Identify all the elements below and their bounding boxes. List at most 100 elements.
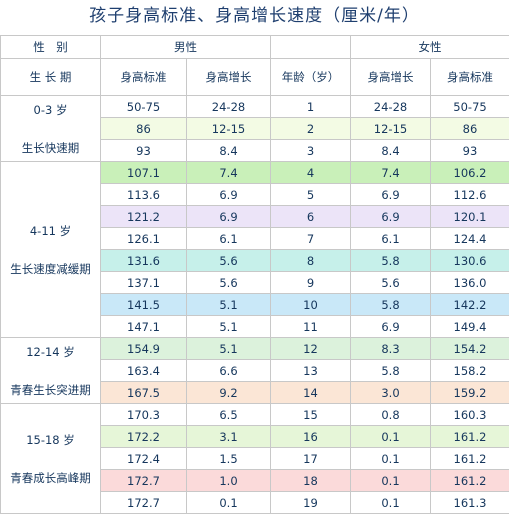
data-cell: 5 bbox=[270, 183, 351, 206]
data-cell: 12 bbox=[270, 337, 351, 360]
data-cell: 7.4 bbox=[350, 161, 431, 184]
data-cell: 5.6 bbox=[186, 271, 271, 294]
data-cell: 12-15 bbox=[350, 117, 431, 140]
data-cell: 172.7 bbox=[100, 491, 187, 514]
page-title: 孩子身高标准、身高增长速度（厘米/年） bbox=[89, 6, 420, 26]
stage-cell: 15-18 岁青春成长高峰期 bbox=[0, 403, 101, 514]
data-cell: 6.9 bbox=[350, 205, 431, 228]
stage-cell: 0-3 岁生长快速期 bbox=[0, 95, 101, 162]
data-cell: 5.1 bbox=[186, 293, 271, 316]
data-row: 93 8.4 3 8.4 93 bbox=[1, 139, 509, 162]
data-row: 121.2 6.9 6 6.9 120.1 bbox=[1, 205, 509, 228]
data-cell: 5.6 bbox=[186, 249, 271, 272]
data-cell: 93 bbox=[100, 139, 187, 162]
data-cell: 159.2 bbox=[430, 381, 509, 404]
stage-labels: 12-14 岁青春生长突进期 bbox=[2, 344, 100, 398]
data-cell: 113.6 bbox=[100, 183, 187, 206]
data-cell: 112.6 bbox=[430, 183, 509, 206]
stage-cell: 4-11 岁生长速度减缓期 bbox=[0, 161, 101, 338]
stage-labels: 4-11 岁生长速度减缓期 bbox=[2, 223, 100, 277]
data-cell: 3.1 bbox=[186, 425, 271, 448]
data-cell: 50-75 bbox=[100, 95, 187, 118]
age-range: 0-3 岁 bbox=[33, 102, 68, 117]
data-cell: 6 bbox=[270, 205, 351, 228]
column-header: 身高标准 bbox=[100, 58, 187, 96]
data-cell: 3 bbox=[270, 139, 351, 162]
data-cell: 1 bbox=[270, 95, 351, 118]
data-cell: 0.1 bbox=[350, 469, 431, 492]
data-cell: 0.1 bbox=[350, 447, 431, 470]
gender-label: 性 别 bbox=[0, 35, 101, 59]
data-cell: 50-75 bbox=[430, 95, 509, 118]
data-cell: 9 bbox=[270, 271, 351, 294]
data-row: 0-3 岁生长快速期 50-75 24-28 1 24-28 50-75 bbox=[0, 95, 509, 162]
table-body: 性 别 男性 女性 生 长 期 身高标准 身高增长 年龄（岁） 身高增长 身高标… bbox=[0, 35, 509, 514]
data-row: 15-18 岁青春成长高峰期 170.3 6.5 15 0.8 160.3 bbox=[0, 403, 509, 514]
data-cell: 5.1 bbox=[186, 315, 271, 338]
data-row: 167.5 9.2 14 3.0 159.2 bbox=[1, 381, 509, 404]
column-header: 身高标准 bbox=[430, 58, 509, 96]
data-cell: 161.2 bbox=[430, 469, 509, 492]
data-row: 86 12-15 2 12-15 86 bbox=[1, 117, 509, 140]
data-cell: 17 bbox=[270, 447, 351, 470]
data-cell: 12-15 bbox=[186, 117, 271, 140]
data-cell: 18 bbox=[270, 469, 351, 492]
data-cell: 4 bbox=[270, 161, 351, 184]
data-cell: 6.6 bbox=[186, 359, 271, 382]
data-cell: 5.8 bbox=[350, 359, 431, 382]
data-row: 4-11 岁生长速度减缓期 107.1 7.4 4 7.4 106.2 bbox=[0, 161, 509, 338]
data-row: 137.1 5.6 9 5.6 136.0 bbox=[1, 271, 509, 294]
stage-labels: 0-3 岁生长快速期 bbox=[2, 102, 100, 156]
data-cell: 161.2 bbox=[430, 425, 509, 448]
data-cell: 149.4 bbox=[430, 315, 509, 338]
data-cell: 142.2 bbox=[430, 293, 509, 316]
data-cell: 7.4 bbox=[186, 161, 271, 184]
female-header: 女性 bbox=[350, 35, 509, 59]
data-row: 147.1 5.1 11 6.9 149.4 bbox=[1, 315, 509, 338]
header-row: 生 长 期 身高标准 身高增长 年龄（岁） 身高增长 身高标准 bbox=[0, 58, 509, 96]
data-cell: 8 bbox=[270, 249, 351, 272]
data-cell: 9.2 bbox=[186, 381, 271, 404]
data-cell: 130.6 bbox=[430, 249, 509, 272]
header-row: 性 别 男性 女性 bbox=[0, 35, 509, 59]
column-header: 年龄（岁） bbox=[270, 58, 351, 96]
data-row: 126.1 6.1 7 6.1 124.4 bbox=[1, 227, 509, 250]
data-cell: 136.0 bbox=[430, 271, 509, 294]
stage-name: 青春生长突进期 bbox=[10, 382, 91, 397]
stage-labels: 15-18 岁青春成长高峰期 bbox=[2, 432, 100, 486]
data-cell: 3.0 bbox=[350, 381, 431, 404]
data-cell: 163.4 bbox=[100, 359, 187, 382]
data-cell: 16 bbox=[270, 425, 351, 448]
age-range: 12-14 岁 bbox=[26, 344, 75, 359]
data-cell: 158.2 bbox=[430, 359, 509, 382]
data-cell: 15 bbox=[270, 403, 351, 426]
stage-name: 生长速度减缓期 bbox=[10, 261, 91, 276]
data-cell: 24-28 bbox=[186, 95, 271, 118]
data-cell: 107.1 bbox=[100, 161, 187, 184]
data-cell: 161.3 bbox=[430, 491, 509, 514]
data-cell: 6.9 bbox=[350, 315, 431, 338]
data-cell: 0.1 bbox=[186, 491, 271, 514]
data-cell: 1.0 bbox=[186, 469, 271, 492]
data-cell: 93 bbox=[430, 139, 509, 162]
data-cell: 2 bbox=[270, 117, 351, 140]
data-cell: 170.3 bbox=[100, 403, 187, 426]
data-cell: 131.6 bbox=[100, 249, 187, 272]
data-cell: 172.4 bbox=[100, 447, 187, 470]
data-cell: 124.4 bbox=[430, 227, 509, 250]
data-cell: 8.4 bbox=[186, 139, 271, 162]
data-cell: 154.9 bbox=[100, 337, 187, 360]
data-cell: 160.3 bbox=[430, 403, 509, 426]
male-header: 男性 bbox=[100, 35, 271, 59]
data-cell: 24-28 bbox=[350, 95, 431, 118]
data-cell: 6.9 bbox=[350, 183, 431, 206]
data-cell: 121.2 bbox=[100, 205, 187, 228]
data-cell: 11 bbox=[270, 315, 351, 338]
data-cell: 154.2 bbox=[430, 337, 509, 360]
data-row: 172.7 0.1 19 0.1 161.3 bbox=[1, 491, 509, 514]
data-cell: 14 bbox=[270, 381, 351, 404]
data-cell: 172.7 bbox=[100, 469, 187, 492]
data-cell: 6.5 bbox=[186, 403, 271, 426]
data-row: 12-14 岁青春生长突进期 154.9 5.1 12 8.3 154.2 bbox=[0, 337, 509, 404]
data-cell: 13 bbox=[270, 359, 351, 382]
